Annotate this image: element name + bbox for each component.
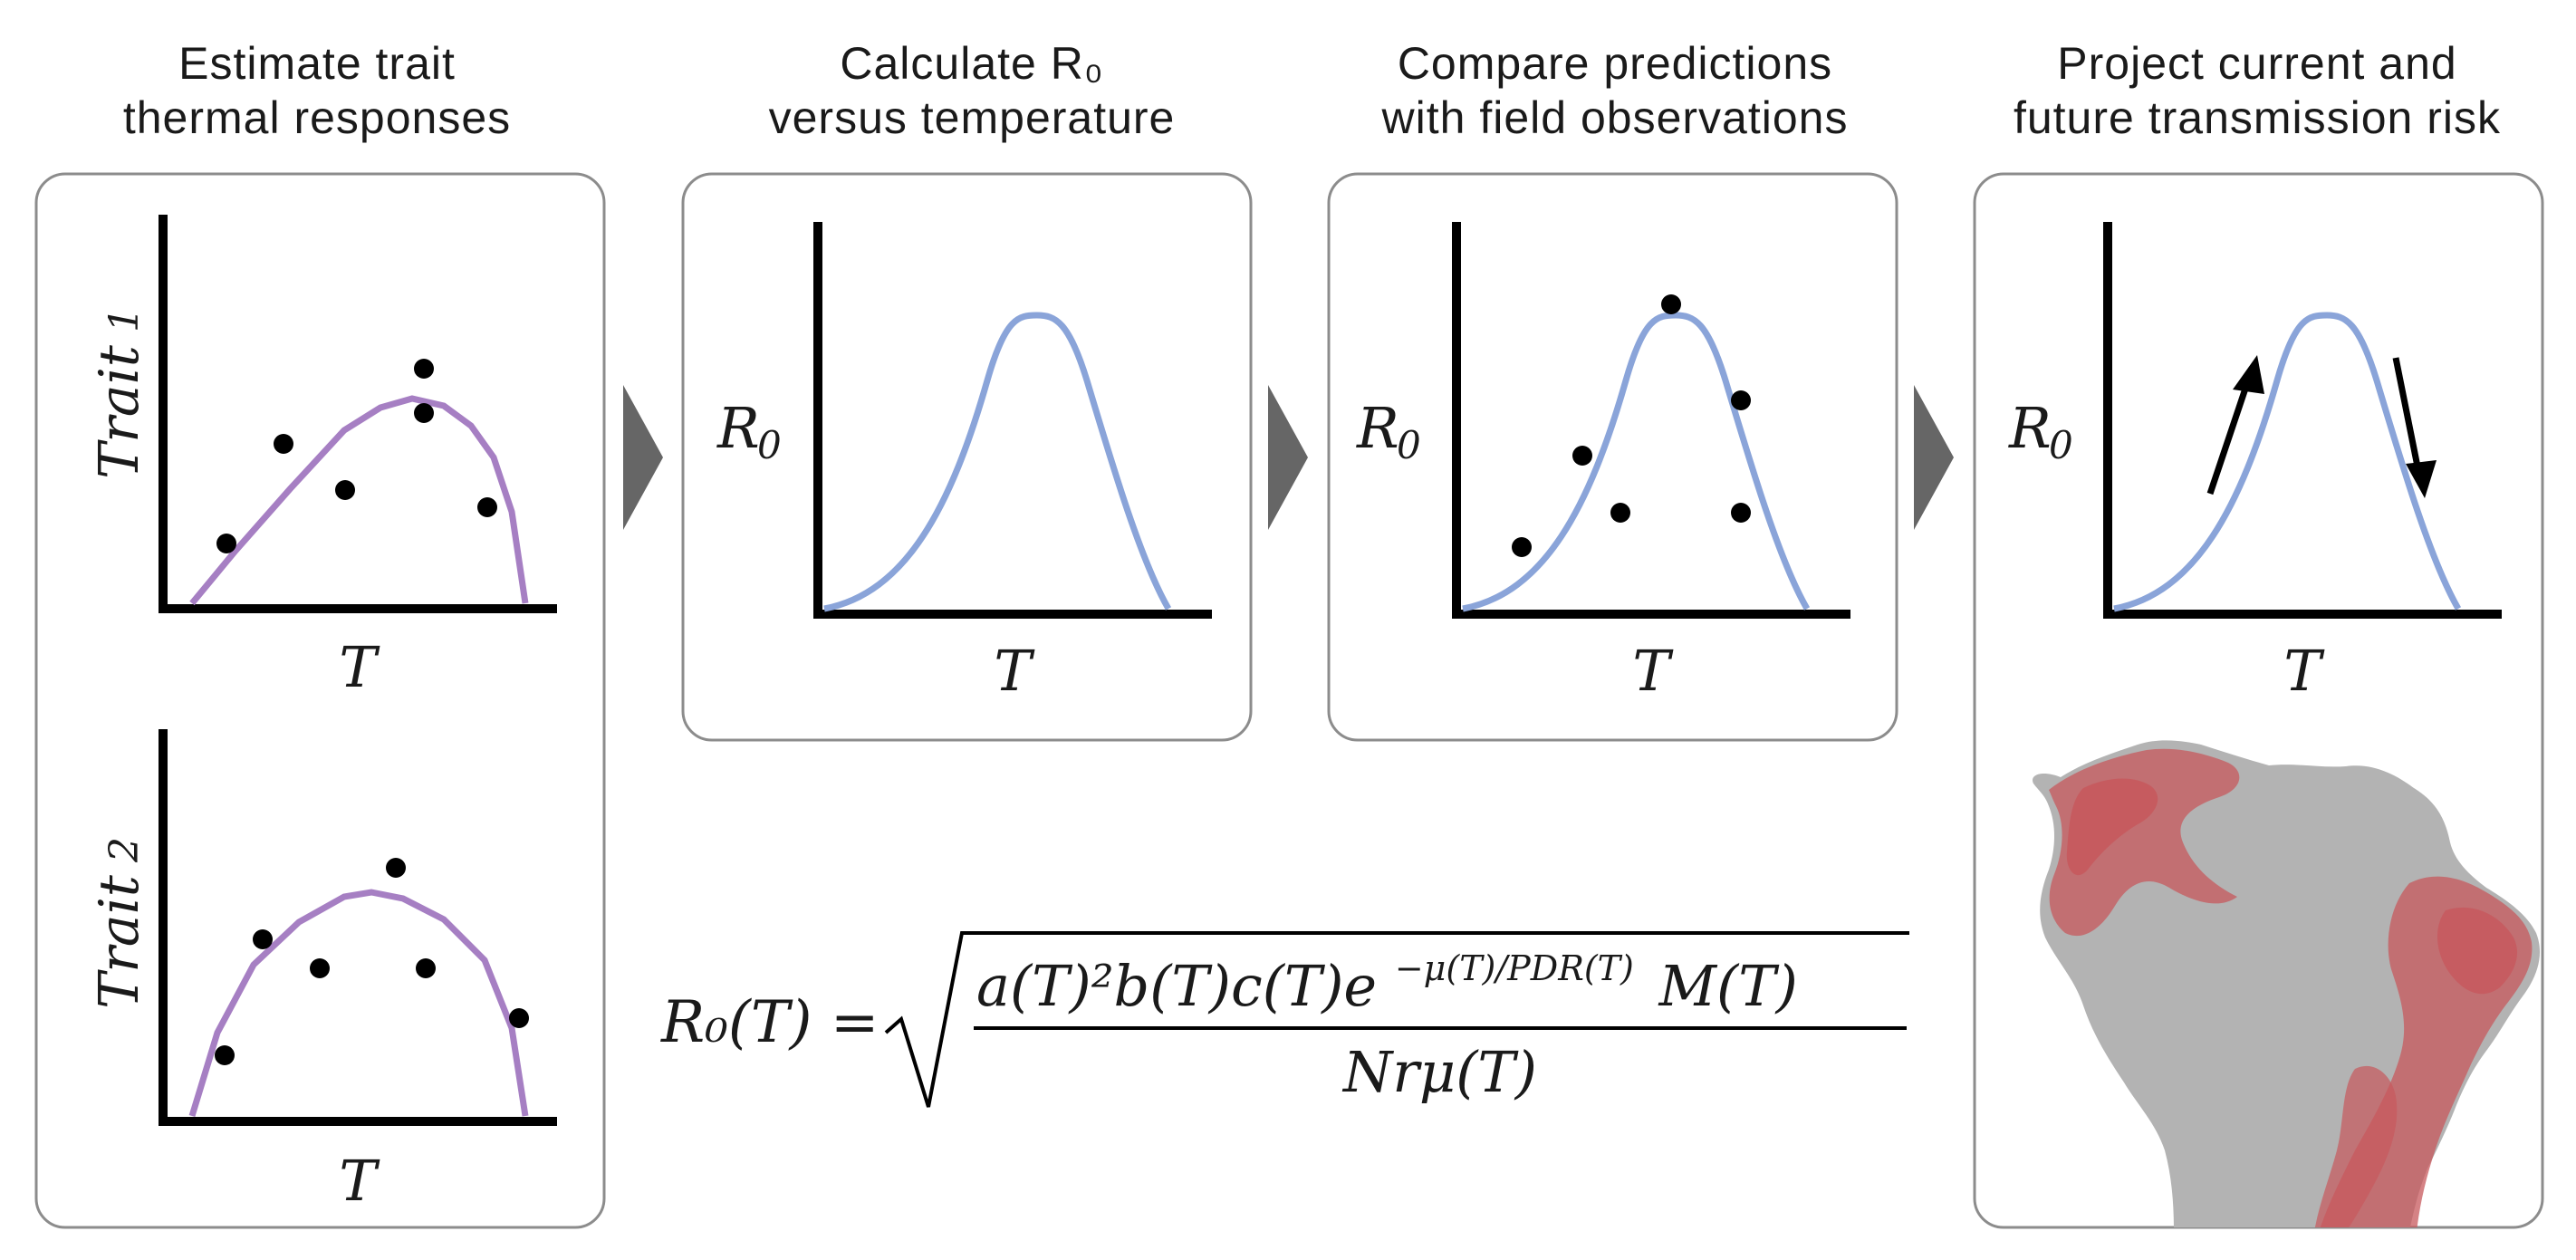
plot-r0: R 0 T: [716, 222, 1212, 704]
panel-field-comparison: [1327, 172, 1898, 742]
field-point: [1661, 294, 1681, 314]
flow-arrow-1: [623, 385, 663, 530]
field-y-label: R: [1356, 395, 1399, 461]
formula-exponent: −μ(T)/PDR(T): [1395, 948, 1634, 988]
axes-trait-1: [159, 215, 557, 613]
trait-2-axis-subscript: 2: [101, 837, 148, 863]
increase-arrow-shaft: [2206, 379, 2252, 495]
title-calculate-r0: Calculate R₀ versus temperature: [768, 38, 1176, 143]
trait-2-point: [386, 858, 406, 878]
field-point: [1610, 503, 1630, 523]
trait-1-point: [216, 534, 236, 553]
trait-2-point: [215, 1045, 235, 1065]
trait-2-point: [253, 929, 273, 949]
axes-projection: [2103, 222, 2502, 619]
trait-2-curve: [188, 889, 529, 1118]
trait-1-point: [414, 403, 434, 423]
field-point: [1512, 537, 1532, 557]
formula-sqrt-sign: [884, 931, 1909, 1108]
trait-1-point: [274, 434, 293, 454]
decrease-arrow-shaft: [2392, 357, 2422, 472]
map-risk-south: [2314, 1065, 2398, 1227]
panel-trait-responses: [34, 172, 606, 1229]
increase-arrow-icon: [2233, 355, 2264, 394]
trait-2-point: [416, 958, 436, 978]
formula-numerator: a(T)²b(T)c(T)e −μ(T)/PDR(T) M(T): [976, 928, 1798, 1019]
r0-curve: [823, 312, 1172, 612]
formula-lhs: R₀(T) =: [660, 989, 879, 1056]
flow-arrow-3: [1914, 385, 1954, 530]
projection-y-label: R: [2008, 395, 2052, 461]
projection-y-subscript: 0: [2049, 423, 2073, 467]
trait-1-curve: [189, 395, 529, 606]
field-y-subscript: 0: [1397, 423, 1421, 467]
title-project-risk: Project current and future transmission …: [2013, 38, 2502, 143]
r0-formula: R₀(T) = a(T)²b(T)c(T)e −μ(T)/PDR(T) M(T)…: [660, 928, 1909, 1108]
axes-field: [1452, 222, 1850, 619]
field-x-label: T: [1632, 638, 1674, 704]
flow-arrow-2: [1268, 385, 1308, 530]
plot-projection: R 0 T: [2008, 222, 2502, 704]
trait-1-x-label: T: [339, 634, 380, 700]
projection-x-label: T: [2283, 638, 2325, 704]
r0-y-subscript: 0: [757, 423, 782, 467]
map-risk-east-core: [2437, 907, 2518, 995]
plot-trait-1: Trait 1 T: [88, 215, 557, 700]
axes-r0: [813, 222, 1212, 619]
trait-1-point: [335, 480, 355, 500]
r0-y-label: R: [716, 395, 760, 461]
map-risk-northwest-core: [2066, 778, 2158, 876]
trait-1-axis-subscript: 1: [101, 307, 148, 332]
formula-numerator-tail: M(T): [1658, 953, 1798, 1019]
r0-x-label: T: [994, 638, 1035, 704]
field-r0-curve: [1462, 312, 1811, 612]
axes-trait-2: [159, 729, 557, 1126]
plot-field-comparison: R 0 T: [1356, 222, 1850, 704]
projection-r0-curve: [2113, 312, 2462, 612]
title-estimate-traits: Estimate trait thermal responses: [122, 38, 512, 143]
trait-2-point: [509, 1008, 529, 1028]
trait-1-point: [477, 497, 497, 517]
trait-1-point: [414, 359, 434, 379]
field-point: [1572, 446, 1592, 466]
formula-denominator: Nrμ(T): [1341, 1039, 1537, 1105]
decrease-arrow-icon: [2406, 460, 2437, 498]
field-point: [1731, 390, 1751, 410]
trait-2-x-label: T: [339, 1148, 380, 1214]
panel-r0-curve: [681, 172, 1253, 742]
trait-2-axis-label: Trait: [88, 874, 151, 1009]
trait-1-axis-label: Trait: [88, 344, 151, 479]
plot-trait-2: Trait 2 T: [88, 729, 557, 1214]
trait-2-point: [310, 958, 330, 978]
transmission-risk-map: [2033, 740, 2540, 1227]
formula-numerator-head: a(T)²b(T)c(T)e: [976, 953, 1377, 1019]
title-compare-predictions: Compare predictions with field observati…: [1381, 38, 1849, 143]
field-point: [1731, 503, 1751, 523]
